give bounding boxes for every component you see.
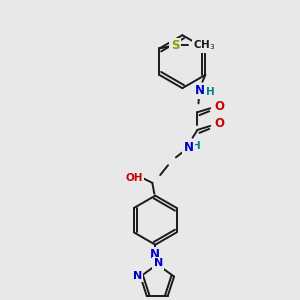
Text: O: O	[214, 118, 224, 130]
Text: H: H	[192, 141, 201, 151]
Text: N: N	[150, 248, 160, 261]
Text: N: N	[194, 84, 204, 97]
Text: S: S	[171, 39, 179, 52]
Text: OH: OH	[126, 173, 143, 183]
Text: N: N	[154, 258, 163, 268]
Text: N: N	[133, 271, 142, 281]
Text: O: O	[214, 100, 224, 113]
Text: N: N	[184, 141, 194, 154]
Text: CH$_3$: CH$_3$	[193, 39, 215, 52]
Text: H: H	[206, 87, 215, 97]
